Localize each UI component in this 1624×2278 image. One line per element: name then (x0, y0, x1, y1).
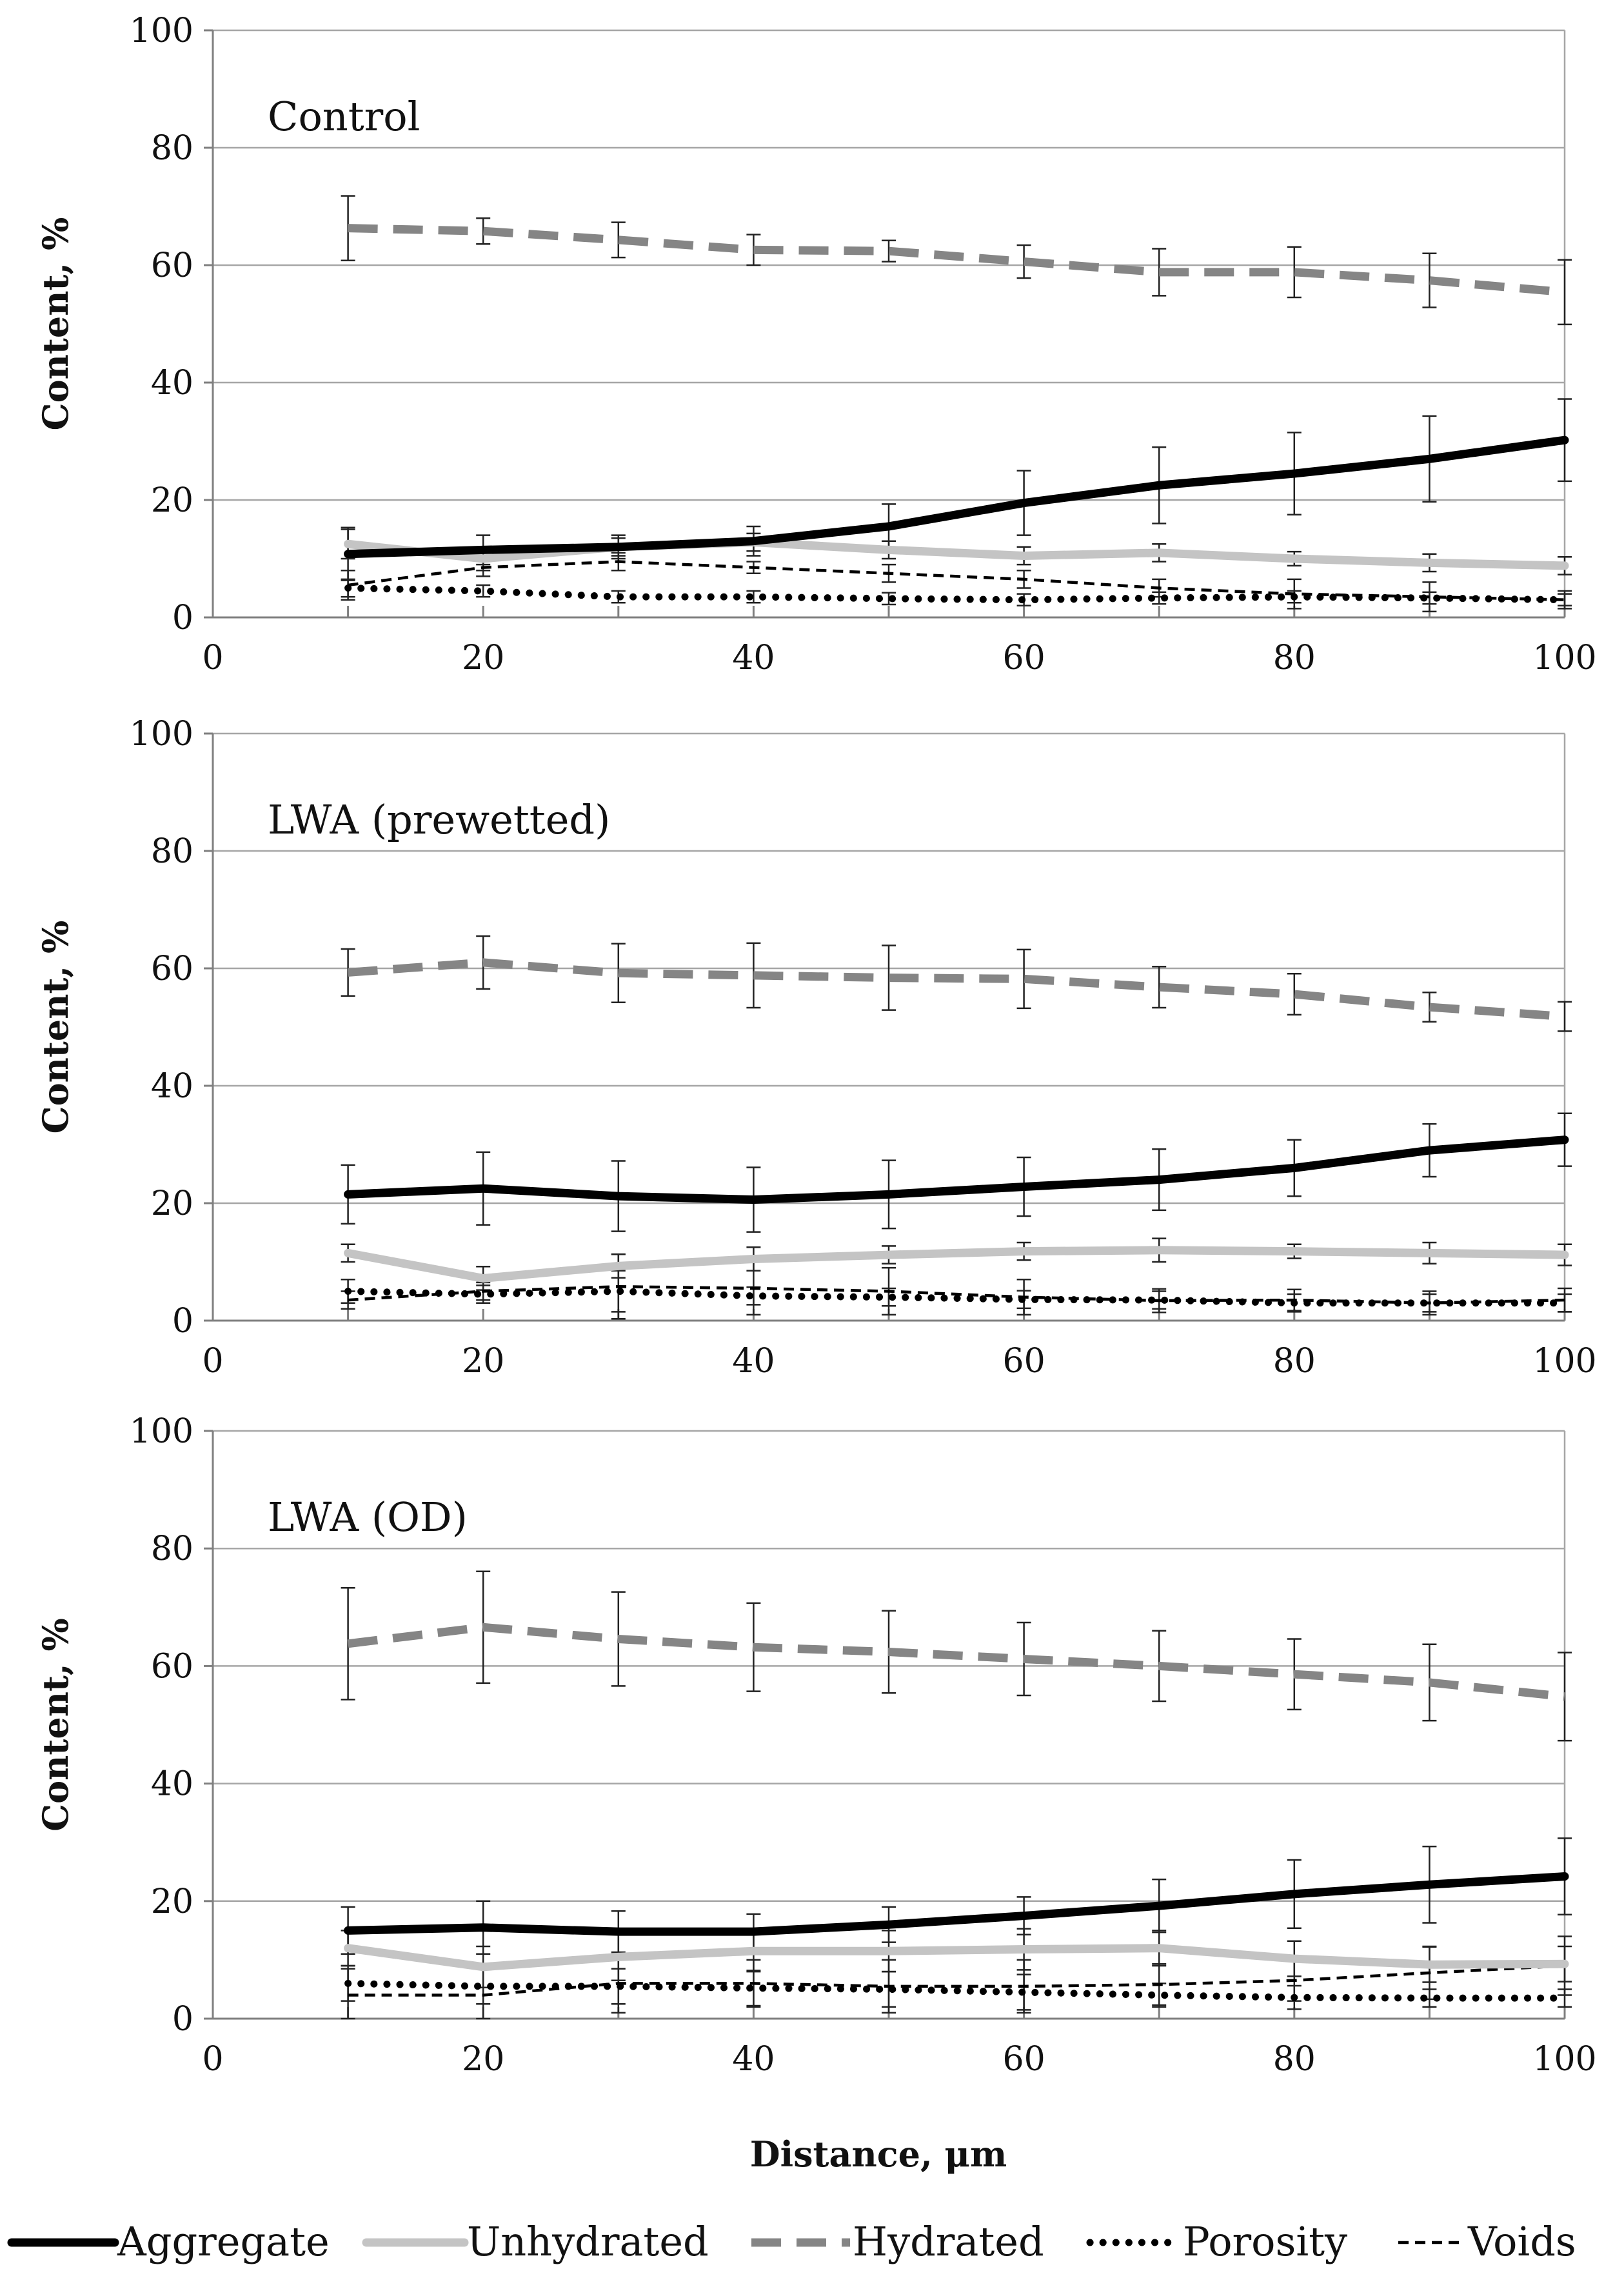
y-tick-label: 40 (151, 1067, 193, 1106)
y-tick-label: 80 (151, 1530, 193, 1568)
panel-title: LWA (prewetted) (268, 796, 610, 843)
y-tick-label: 80 (151, 832, 193, 871)
x-tick-label: 40 (732, 1342, 775, 1381)
x-tick-label: 60 (1003, 1342, 1045, 1381)
x-tick-label: 60 (1003, 2040, 1045, 2079)
error-bars-aggregate (341, 1837, 1572, 1955)
legend-label: Aggregate (117, 2218, 330, 2265)
y-tick-label: 20 (151, 481, 193, 520)
y-tick-label: 60 (151, 950, 193, 988)
series-line-hydrated (348, 224, 1565, 297)
legend-label: Voids (1467, 2218, 1576, 2265)
x-tick-label: 20 (462, 1342, 504, 1381)
series-line-unhydrated (344, 1944, 1569, 1972)
x-tick-label: 100 (1532, 2040, 1596, 2079)
panel-3: 0 20 40 60 80 100 0 20 40 60 80 100 Content, % LWA (O… (35, 1412, 1597, 2079)
x-tick-label: 20 (462, 639, 504, 677)
series-line-unhydrated (344, 1246, 1569, 1283)
error-bars-unhydrated (341, 1237, 1572, 1291)
x-tick-label: 80 (1273, 2040, 1316, 2079)
series-line-voids (348, 1964, 1565, 1997)
series-line-hydrated (347, 1623, 1565, 1701)
x-tick-label: 0 (202, 1342, 223, 1381)
series-line-unhydrated (344, 538, 1569, 570)
legend: Aggregate Unhydrated Hydrated Porosity Voids (7, 2218, 1576, 2265)
legend-item-voids: Voids (1398, 2218, 1576, 2265)
y-axis-title: Content, % (35, 1618, 76, 1832)
x-tick-label: 100 (1532, 1342, 1596, 1381)
y-axis-title: Content, % (35, 217, 76, 431)
x-tick-label: 80 (1273, 1342, 1316, 1381)
panel-title: Control (268, 93, 420, 140)
panel-title: LWA (OD) (268, 1494, 468, 1541)
x-tick-label: 40 (732, 2040, 775, 2079)
y-tick-label: 60 (151, 1647, 193, 1686)
series-line-porosity (344, 1979, 1569, 2002)
y-tick-label: 80 (151, 129, 193, 168)
x-axis-title: Distance, μm (750, 2133, 1007, 2175)
y-tick-label: 60 (151, 246, 193, 285)
x-tick-label: 0 (202, 639, 223, 677)
y-tick-label: 20 (151, 1184, 193, 1223)
x-tick-label: 0 (202, 2040, 223, 2079)
y-tick-label: 100 (130, 1412, 193, 1451)
y-tick-label: 100 (130, 715, 193, 754)
legend-label: Unhydrated (467, 2218, 709, 2265)
legend-label: Porosity (1183, 2218, 1347, 2265)
x-tick-label: 40 (732, 639, 775, 677)
panel-1: 0 20 40 60 80 100 0 20 40 60 80 100 Content, % Contro… (35, 12, 1597, 677)
x-tick-label: 60 (1003, 639, 1045, 677)
x-tick-label: 100 (1532, 639, 1596, 677)
legend-item-unhydrated: Unhydrated (362, 2218, 709, 2265)
y-tick-label: 100 (130, 12, 193, 50)
series-line-aggregate (344, 1872, 1569, 1936)
legend-item-hydrated: Hydrated (751, 2218, 1044, 2265)
series-line-hydrated (348, 958, 1565, 1021)
x-tick-label: 80 (1273, 639, 1316, 677)
error-bars-voids (341, 1253, 1572, 1320)
legend-label: Hydrated (853, 2218, 1044, 2265)
y-tick-label: 0 (172, 2000, 193, 2039)
y-tick-label: 0 (172, 599, 193, 637)
error-bars-hydrated (341, 195, 1572, 326)
series-line-porosity (344, 1288, 1569, 1307)
legend-item-porosity: Porosity (1086, 2218, 1347, 2265)
y-tick-label: 40 (151, 364, 193, 403)
y-tick-label: 20 (151, 1883, 193, 1921)
error-bars-unhydrated (341, 1928, 1572, 1988)
series-line-porosity (344, 584, 1569, 604)
x-tick-label: 20 (462, 2040, 504, 2079)
y-tick-label: 0 (172, 1302, 193, 1341)
panel-2: 0 20 40 60 80 100 0 20 40 60 80 100 Content, % LWA (p… (35, 715, 1597, 1381)
y-tick-label: 40 (151, 1765, 193, 1804)
legend-item-aggregate: Aggregate (7, 2218, 330, 2265)
series-line-aggregate (344, 435, 1569, 559)
series-line-aggregate (344, 1135, 1569, 1204)
error-bars-hydrated (341, 935, 1572, 1032)
error-bars-aggregate (341, 1112, 1572, 1233)
y-axis-title: Content, % (35, 921, 76, 1134)
